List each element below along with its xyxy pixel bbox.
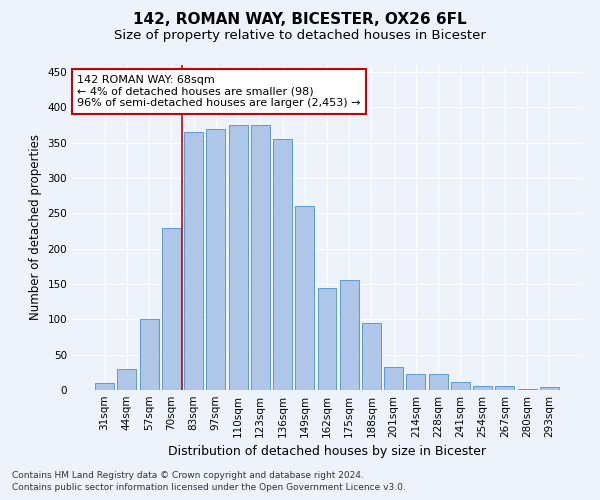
Bar <box>540 387 559 390</box>
Bar <box>384 366 403 390</box>
Bar <box>95 383 114 390</box>
Bar <box>184 132 203 390</box>
Bar <box>340 280 359 390</box>
Bar <box>140 320 158 390</box>
Bar <box>295 206 314 390</box>
Bar <box>406 374 425 390</box>
Bar <box>362 323 381 390</box>
Bar <box>251 125 270 390</box>
Bar <box>162 228 181 390</box>
Y-axis label: Number of detached properties: Number of detached properties <box>29 134 42 320</box>
Bar <box>429 374 448 390</box>
Bar <box>229 125 248 390</box>
Text: Contains HM Land Registry data © Crown copyright and database right 2024.: Contains HM Land Registry data © Crown c… <box>12 471 364 480</box>
X-axis label: Distribution of detached houses by size in Bicester: Distribution of detached houses by size … <box>168 446 486 458</box>
Text: Size of property relative to detached houses in Bicester: Size of property relative to detached ho… <box>114 29 486 42</box>
Bar <box>496 386 514 390</box>
Text: Contains public sector information licensed under the Open Government Licence v3: Contains public sector information licen… <box>12 484 406 492</box>
Bar <box>273 139 292 390</box>
Bar <box>118 369 136 390</box>
Text: 142 ROMAN WAY: 68sqm
← 4% of detached houses are smaller (98)
96% of semi-detach: 142 ROMAN WAY: 68sqm ← 4% of detached ho… <box>77 74 361 108</box>
Bar <box>473 386 492 390</box>
Bar <box>518 388 536 390</box>
Text: 142, ROMAN WAY, BICESTER, OX26 6FL: 142, ROMAN WAY, BICESTER, OX26 6FL <box>133 12 467 28</box>
Bar <box>317 288 337 390</box>
Bar <box>206 128 225 390</box>
Bar <box>451 382 470 390</box>
